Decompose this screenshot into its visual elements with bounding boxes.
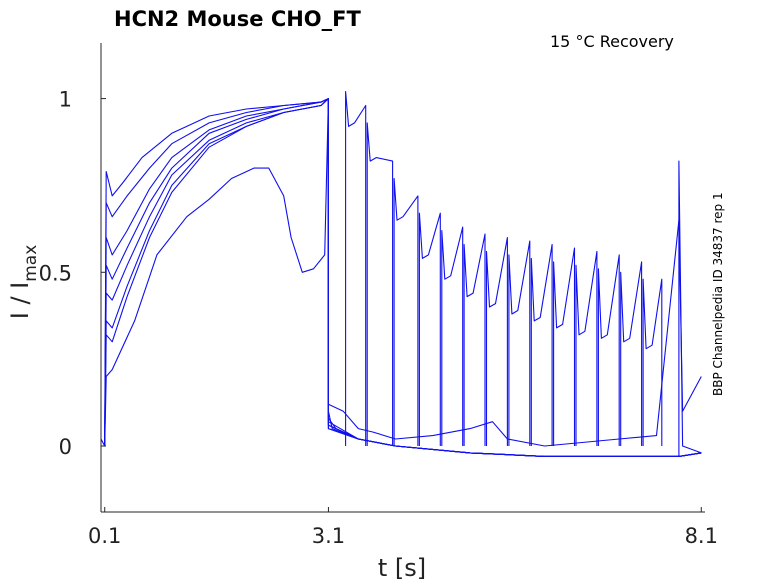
series-line-8 bbox=[104, 98, 702, 447]
svg-text:I / Imax: I / Imax bbox=[6, 245, 41, 320]
x-axis-label: t [s] bbox=[378, 554, 426, 582]
series-line-3 bbox=[104, 98, 702, 457]
chart-title: HCN2 Mouse CHO_FT bbox=[114, 7, 361, 31]
series-line-4 bbox=[104, 98, 702, 457]
condition-label: 15 °C Recovery bbox=[550, 32, 674, 51]
recovery-pulse-11 bbox=[575, 250, 598, 446]
y-tick-label-2: 0.5 bbox=[39, 261, 72, 285]
series-line-5 bbox=[104, 98, 702, 457]
x-tick-label-2: 3.1 bbox=[312, 524, 345, 548]
y-axis-label-main: I / I bbox=[6, 282, 34, 320]
series-line-6 bbox=[104, 98, 702, 457]
recovery-pulse-9 bbox=[530, 243, 553, 446]
side-label: BBP Channelpedia ID 34837 rep 1 bbox=[711, 192, 725, 396]
y-axis-label: I / Imax bbox=[6, 245, 41, 320]
recovery-pulse-7 bbox=[485, 236, 508, 446]
series-line-1 bbox=[100, 98, 702, 457]
recovery-pulse-2 bbox=[366, 122, 394, 446]
recovery-pulse-6 bbox=[463, 233, 486, 446]
recovery-pulse-4 bbox=[418, 212, 441, 446]
data-traces bbox=[100, 91, 702, 457]
recovery-pulse-14 bbox=[642, 278, 663, 446]
recovery-pulse-13 bbox=[620, 261, 643, 446]
x-tick-label-3: 8.1 bbox=[685, 524, 718, 548]
series-line-7 bbox=[104, 98, 702, 457]
axis-ticks: 0 0.5 1 0.1 3.1 8.1 bbox=[39, 88, 718, 548]
y-tick-label-3: 1 bbox=[59, 88, 72, 112]
recovery-pulse-8 bbox=[508, 240, 531, 446]
recovery-pulse-1 bbox=[345, 91, 367, 446]
recovery-pulse-3 bbox=[393, 177, 419, 446]
recovery-pulse-10 bbox=[553, 247, 576, 446]
recovery-pulse-5 bbox=[441, 226, 464, 446]
series-line-2 bbox=[104, 98, 702, 457]
recovery-pulse-12 bbox=[597, 254, 620, 446]
y-axis-label-sub: max bbox=[21, 245, 41, 282]
x-tick-label-1: 0.1 bbox=[88, 524, 121, 548]
y-tick-label-1: 0 bbox=[59, 435, 72, 459]
